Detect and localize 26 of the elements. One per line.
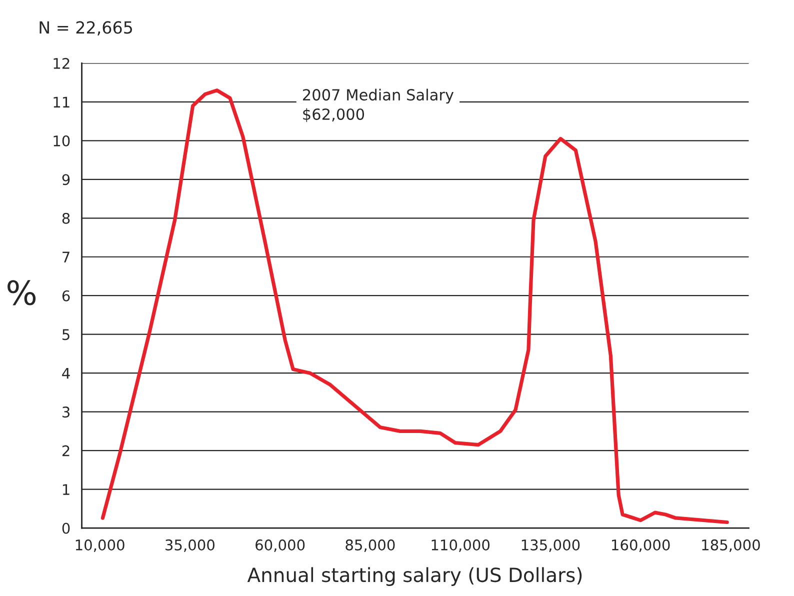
y-tick-label: 6: [62, 290, 70, 302]
x-tick-label: 10,000: [76, 539, 124, 552]
x-tick-label: 110,000: [432, 539, 490, 552]
x-tick-label: 135,000: [522, 539, 580, 552]
x-tick-label: 160,000: [612, 539, 670, 552]
y-tick-label: 3: [62, 406, 70, 418]
x-axis-title: Annual starting salary (US Dollars): [247, 567, 582, 586]
y-tick-label: 10: [54, 135, 70, 146]
y-tick-label: 11: [54, 96, 70, 108]
y-tick-label: 9: [62, 174, 70, 186]
y-tick-label: 5: [62, 329, 70, 340]
x-tick-label: 85,000: [346, 539, 395, 552]
y-tick-label: 7: [62, 252, 70, 262]
x-tick-label: 60,000: [256, 539, 305, 552]
y-tick-label: 12: [54, 58, 70, 69]
x-tick-label: 185,000: [702, 539, 760, 552]
text: N = 22,665: [40, 21, 132, 36]
y-tick-label: 1: [62, 484, 70, 495]
line-series: [100, 88, 729, 524]
y-axis-title: %: [8, 280, 36, 306]
annotation: 2007 Median Salary $62,000: [303, 88, 454, 122]
y-tick-label: 0: [62, 522, 70, 534]
y-tick-label: 2: [62, 445, 70, 456]
y-tick-label: 4: [62, 368, 70, 379]
x-tick-label: 35,000: [166, 539, 214, 552]
y-tick-label: 8: [62, 212, 70, 224]
